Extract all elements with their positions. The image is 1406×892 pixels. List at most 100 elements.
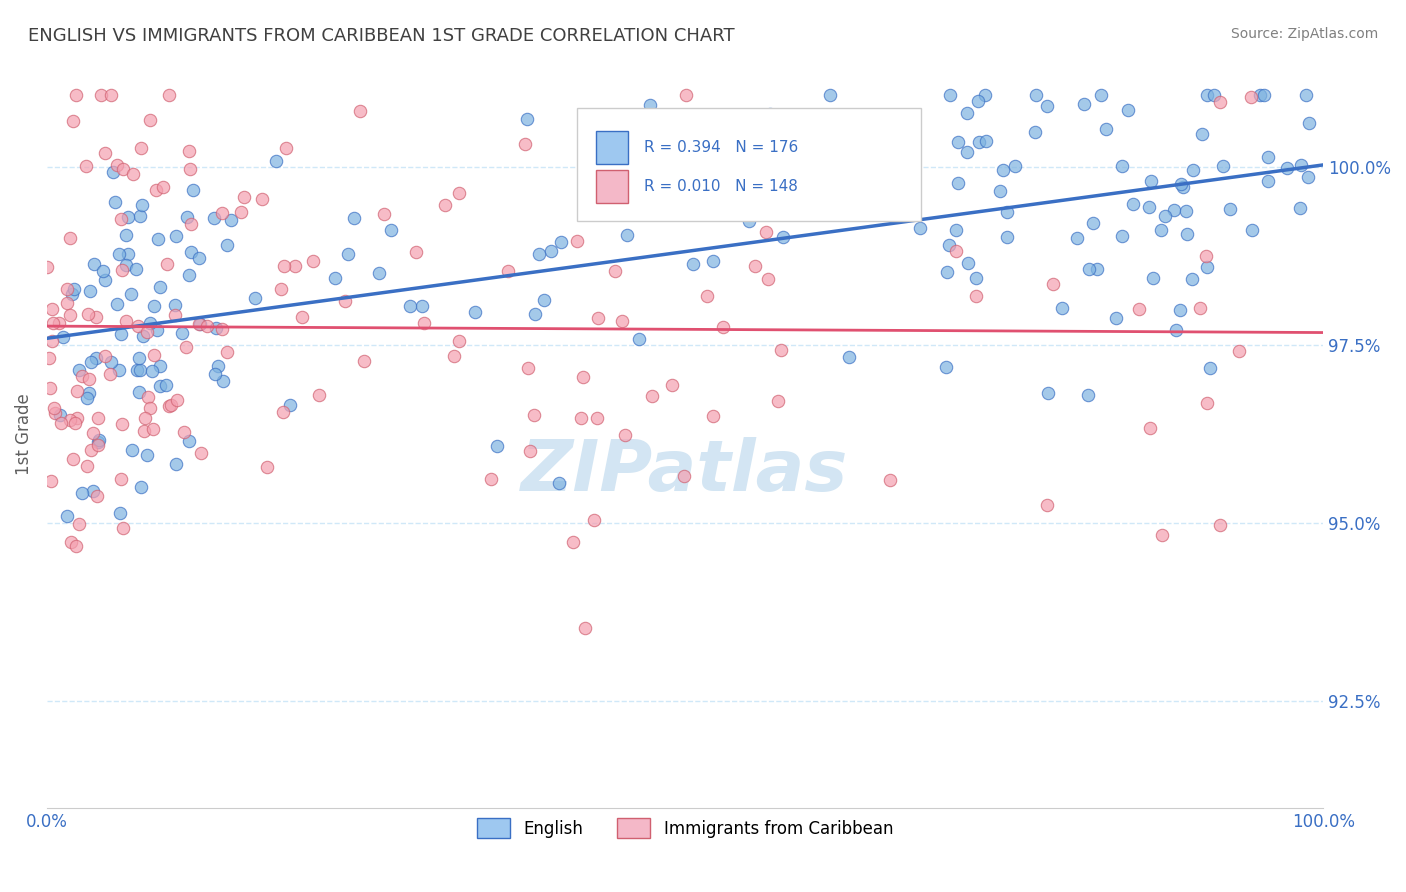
Point	[94, 349, 117, 363]
Point	[63, 416, 86, 430]
Point	[110, 211, 132, 226]
Point	[163, 308, 186, 322]
Point	[135, 325, 157, 339]
Point	[62, 282, 84, 296]
Point	[1111, 229, 1133, 244]
Point	[270, 282, 292, 296]
Point	[190, 446, 212, 460]
Point	[1227, 344, 1250, 359]
Point	[1257, 150, 1279, 164]
Point	[411, 299, 433, 313]
Point	[1240, 90, 1263, 104]
Point	[956, 106, 979, 120]
Point	[87, 438, 110, 452]
Point	[579, 173, 602, 187]
Point	[66, 411, 89, 425]
Point	[170, 326, 193, 341]
Point	[1004, 159, 1026, 173]
Point	[1149, 223, 1171, 237]
Point	[127, 318, 149, 333]
Point	[204, 367, 226, 381]
Point	[759, 153, 782, 168]
Point	[101, 165, 124, 179]
Point	[1191, 127, 1213, 141]
Point	[179, 145, 201, 159]
Point	[87, 410, 110, 425]
Point	[1025, 88, 1047, 103]
Point	[1042, 277, 1064, 292]
Point	[136, 391, 159, 405]
Point	[132, 328, 155, 343]
Point	[945, 244, 967, 258]
Point	[115, 314, 138, 328]
Point	[1077, 388, 1099, 402]
Point	[879, 473, 901, 487]
Point	[1085, 262, 1108, 277]
Point	[105, 158, 128, 172]
Point	[67, 363, 90, 377]
Point	[110, 507, 132, 521]
Point	[89, 433, 111, 447]
Point	[770, 194, 793, 209]
Point	[1296, 170, 1319, 185]
Point	[179, 162, 201, 177]
Point	[1209, 517, 1232, 532]
Point	[638, 98, 661, 112]
Point	[215, 237, 238, 252]
Point	[264, 154, 287, 169]
Point	[121, 443, 143, 458]
Point	[91, 264, 114, 278]
Point	[59, 413, 82, 427]
Point	[181, 183, 204, 197]
Point	[120, 287, 142, 301]
Point	[516, 112, 538, 126]
Point	[550, 235, 572, 249]
Point	[180, 217, 202, 231]
Point	[100, 355, 122, 369]
Point	[219, 212, 242, 227]
Point	[1052, 301, 1074, 315]
Point	[405, 245, 427, 260]
Point	[762, 134, 785, 148]
Text: R = 0.394   N = 176: R = 0.394 N = 176	[644, 140, 799, 154]
Point	[588, 310, 610, 325]
Point	[157, 400, 180, 414]
Point	[449, 186, 471, 200]
Point	[991, 162, 1014, 177]
Point	[665, 185, 688, 199]
Point	[65, 384, 87, 399]
Point	[1209, 95, 1232, 109]
Point	[682, 257, 704, 271]
Point	[766, 394, 789, 409]
Point	[613, 428, 636, 442]
Point	[939, 88, 962, 103]
Point	[76, 459, 98, 474]
Point	[79, 284, 101, 298]
Point	[946, 135, 969, 149]
Point	[202, 211, 225, 226]
Point	[966, 94, 988, 108]
Point	[572, 370, 595, 384]
Point	[176, 210, 198, 224]
Point	[1275, 161, 1298, 175]
Point	[973, 88, 995, 103]
Point	[565, 234, 588, 248]
Point	[129, 141, 152, 155]
Point	[291, 310, 314, 325]
Point	[1195, 260, 1218, 275]
Point	[83, 257, 105, 271]
Point	[128, 384, 150, 399]
Point	[65, 539, 87, 553]
Point	[42, 316, 65, 330]
Point	[125, 363, 148, 377]
Point	[967, 135, 990, 149]
Point	[111, 161, 134, 176]
Point	[211, 206, 233, 220]
Point	[349, 104, 371, 119]
Point	[60, 287, 83, 301]
Point	[1181, 272, 1204, 286]
Point	[713, 320, 735, 334]
Point	[498, 264, 520, 278]
Point	[152, 179, 174, 194]
Point	[62, 114, 84, 128]
